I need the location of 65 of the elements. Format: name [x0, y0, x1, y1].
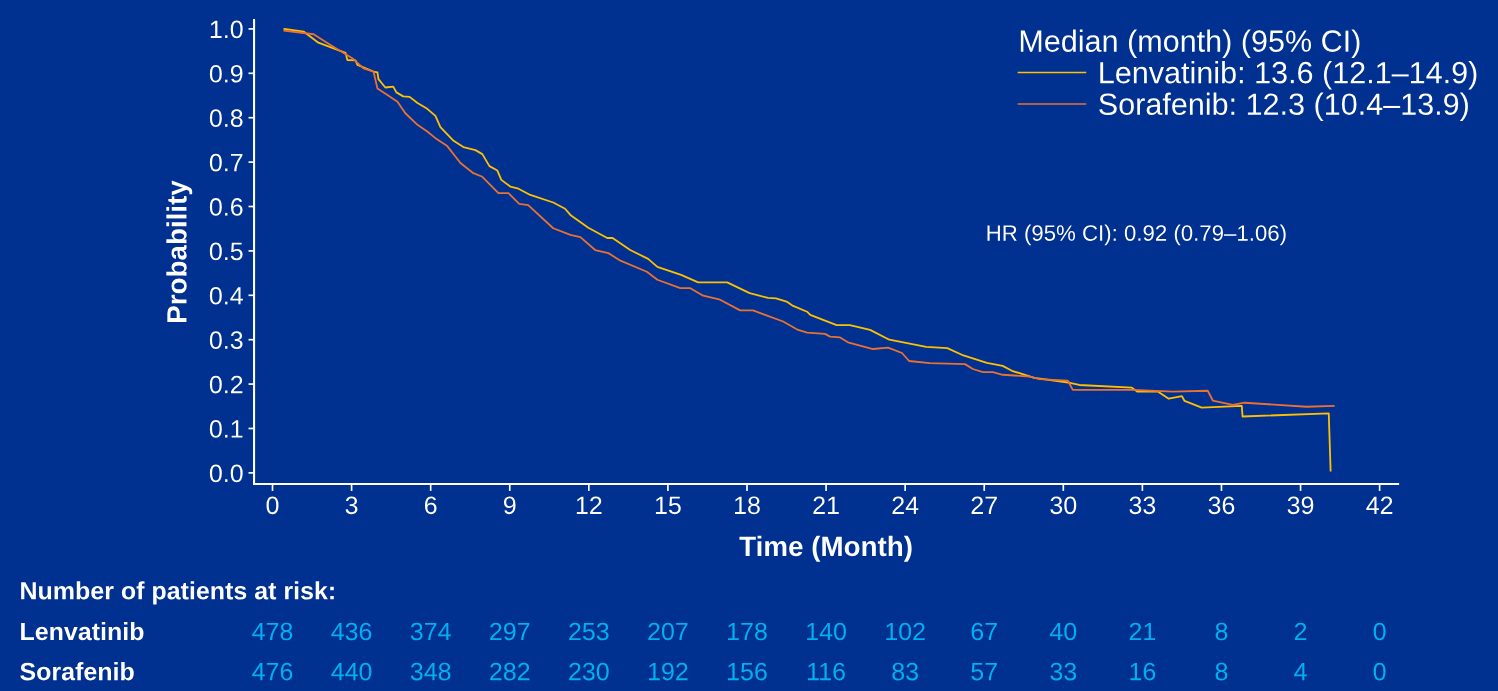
text: 0 [1373, 662, 1386, 681]
text: 476 [252, 662, 293, 681]
x-tick-label: 0 [266, 496, 279, 515]
text: 348 [410, 662, 451, 681]
annotation: HR (95% CI): 0.92 (0.79–1.06) [987, 224, 1286, 246]
text: 478 [252, 622, 293, 641]
y-tick-label: 0.9 [209, 64, 243, 83]
text: 207 [648, 622, 688, 641]
x-tick-label: 6 [424, 496, 437, 515]
text: 67 [971, 622, 997, 641]
text: 4 [1294, 662, 1307, 681]
x-tick-label: 9 [503, 496, 516, 515]
text: 156 [728, 662, 767, 681]
x-tick-label: 42 [1366, 496, 1393, 514]
text: 2 [1294, 622, 1307, 641]
legend-label: Sorafenib: 12.3 (10.4–13.9) [1099, 92, 1468, 122]
text: Lenvatinib [21, 621, 144, 641]
x-tick-label: 18 [735, 496, 760, 515]
text: 230 [569, 662, 609, 681]
x-axis-title: Time (Month) [739, 535, 912, 562]
y-tick-label: 0.7 [209, 153, 243, 172]
text: Sorafenib [20, 662, 134, 681]
text: 83 [892, 662, 918, 681]
x-tick-label: 39 [1287, 496, 1314, 515]
y-tick-label: 0.0 [209, 464, 243, 483]
text: 253 [569, 622, 609, 641]
text: 102 [886, 622, 925, 641]
x-tick-label: 3 [345, 496, 358, 515]
text: Number of patients at risk: [21, 581, 334, 605]
y-axis-title: Probability [166, 180, 193, 322]
text: 297 [490, 622, 530, 641]
y-tick-label: 1.0 [210, 20, 243, 39]
y-tick-label: 0.8 [209, 109, 243, 128]
text: 282 [490, 662, 530, 681]
text: 40 [1049, 622, 1077, 641]
legend-label: Lenvatinib: 13.6 (12.1–14.9) [1100, 61, 1477, 90]
text: 116 [808, 662, 845, 681]
text: 33 [1050, 662, 1077, 681]
y-tick-label: 0.2 [209, 375, 243, 394]
x-tick-label: 12 [576, 496, 602, 514]
x-tick-label: 24 [892, 496, 919, 514]
text: 57 [971, 662, 997, 681]
y-tick-label: 0.3 [209, 331, 243, 349]
text: 8 [1215, 622, 1228, 641]
text: 21 [1129, 622, 1156, 641]
text: 140 [807, 622, 846, 641]
text: 0 [1373, 622, 1386, 641]
x-tick-label: 15 [655, 496, 681, 515]
y-tick-label: 0.4 [209, 286, 243, 305]
text: 436 [331, 622, 372, 641]
text: 178 [728, 622, 767, 641]
text: 374 [410, 622, 451, 641]
text: 440 [331, 662, 372, 681]
y-tick-label: 0.6 [209, 198, 243, 216]
x-tick-label: 33 [1129, 496, 1156, 515]
text: 192 [648, 662, 688, 681]
x-tick-label: 30 [1050, 496, 1077, 515]
x-tick-label: 21 [813, 496, 839, 514]
text: 16 [1130, 662, 1156, 681]
text: 8 [1215, 662, 1228, 681]
legend-title: Median (month) (95% CI) [1020, 29, 1360, 58]
x-tick-label: 27 [971, 496, 997, 514]
y-tick-label: 0.5 [209, 242, 243, 261]
y-tick-label: 0.1 [209, 420, 243, 438]
x-tick-label: 36 [1208, 496, 1235, 515]
